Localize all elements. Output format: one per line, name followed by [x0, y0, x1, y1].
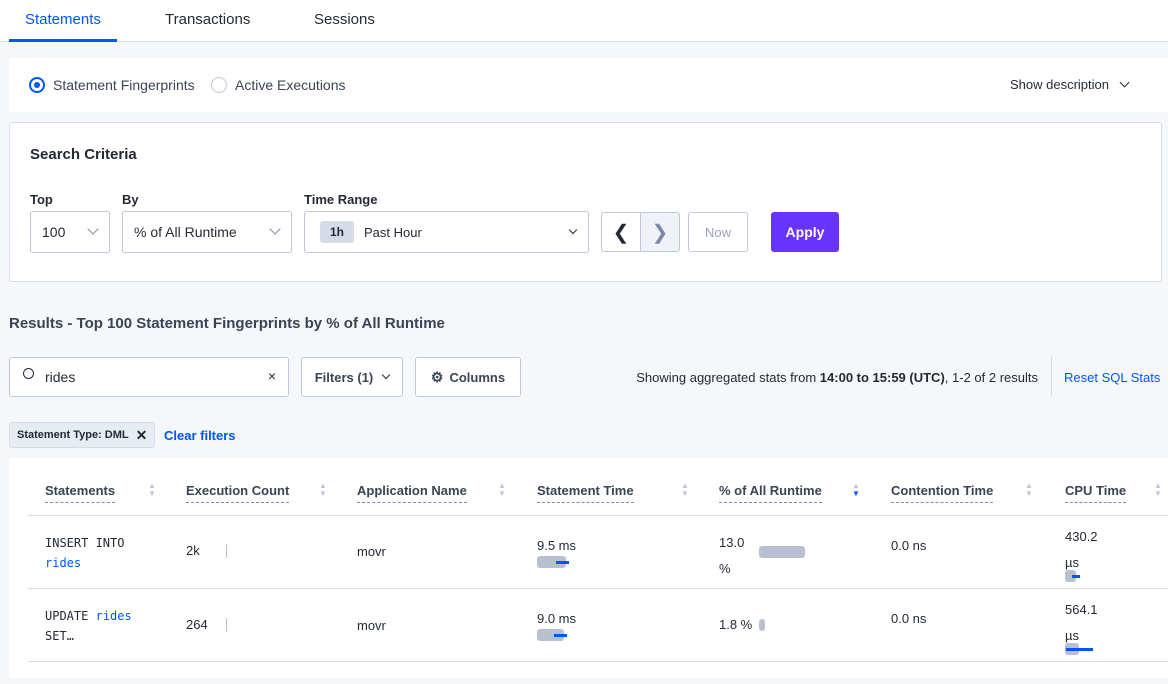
pct-runtime: 1.8 %: [719, 617, 753, 632]
cpu-dev-bar: [1072, 575, 1080, 578]
columns-label: Columns: [449, 369, 506, 385]
filters-button[interactable]: Filters (1): [301, 357, 403, 397]
chevron-down-icon: [1119, 77, 1130, 88]
chip-label: Statement Type: DML: [17, 429, 129, 441]
header-pct-runtime[interactable]: % of All Runtime: [719, 483, 822, 503]
sort-icon[interactable]: ▲ ▼: [1025, 481, 1033, 498]
chevron-down-icon: [568, 225, 578, 235]
sort-icon[interactable]: ▲ ▼: [498, 481, 506, 498]
previous-range-button[interactable]: ❮: [601, 212, 641, 252]
cpu-time: 430.2 µs: [1065, 529, 1098, 570]
exec-bar: [226, 544, 227, 558]
cpu-dev-bar: [1066, 648, 1093, 651]
statements-table: Statements ▲ ▼ Execution Count ▲ ▼ Applicati…: [9, 458, 1168, 678]
time-range-label: Time Range: [304, 192, 378, 207]
time-value: Past Hour: [364, 224, 422, 240]
chevron-left-icon: ❮: [612, 221, 630, 244]
execution-count: 264: [186, 617, 208, 632]
top-label: Top: [30, 192, 53, 207]
search-criteria-panel: Search Criteria Top 100 By % of All Runt…: [9, 122, 1162, 282]
tab-statements[interactable]: Statements: [25, 11, 101, 28]
results-title: Results - Top 100 Statement Fingerprints…: [9, 315, 445, 332]
next-range-button[interactable]: ❯: [640, 212, 680, 252]
execution-count: 2k: [186, 543, 200, 558]
clear-filters-link[interactable]: Clear filters: [164, 428, 236, 443]
exec-bar: [226, 618, 227, 632]
radio-statement-fingerprints[interactable]: Statement Fingerprints: [29, 77, 195, 93]
apply-button[interactable]: Apply: [771, 212, 839, 252]
app-name: movr: [357, 544, 386, 559]
now-button[interactable]: Now: [688, 212, 748, 252]
clear-search-icon[interactable]: ×: [267, 368, 276, 384]
time-bar: [537, 629, 564, 641]
sort-icon[interactable]: ▲ ▼: [319, 481, 327, 498]
by-label: By: [122, 192, 139, 207]
statement-text[interactable]: UPDATE rides SET…: [45, 609, 132, 643]
chevron-down-icon: [87, 223, 99, 235]
sort-icon[interactable]: ▲ ▼: [681, 481, 689, 498]
columns-button[interactable]: ⚙ Columns: [415, 357, 521, 397]
search-value: rides: [45, 369, 76, 385]
sort-desc-icon[interactable]: ▲ ▼: [852, 481, 860, 498]
header-statement-time[interactable]: Statement Time: [537, 483, 634, 503]
by-value: % of All Runtime: [134, 224, 237, 240]
search-icon: [23, 368, 34, 379]
active-tab-indicator: [9, 39, 117, 42]
search-input[interactable]: rides ×: [9, 357, 289, 397]
divider: [1051, 357, 1052, 397]
radio-active-executions[interactable]: Active Executions: [211, 77, 346, 93]
header-statements[interactable]: Statements: [45, 483, 116, 503]
divider: [28, 515, 1168, 516]
top-value: 100: [42, 224, 66, 240]
reset-sql-stats-link[interactable]: Reset SQL Stats: [1064, 370, 1161, 385]
stats-summary: Showing aggregated stats from 14:00 to 1…: [636, 370, 1038, 385]
filter-chip: Statement Type: DML ✕: [9, 422, 156, 448]
pct-runtime: 13.0%: [719, 535, 745, 576]
chevron-down-icon: [382, 370, 391, 380]
time-badge: 1h: [320, 221, 355, 243]
pct-bar: [759, 619, 766, 631]
divider: [28, 588, 1168, 589]
chevron-down-icon: [269, 223, 281, 235]
remove-filter-icon[interactable]: ✕: [135, 426, 148, 443]
radio-on-icon: [29, 77, 45, 93]
filters-label: Filters (1): [314, 369, 374, 385]
header-contention-time[interactable]: Contention Time: [891, 483, 994, 503]
time-dev-bar: [556, 561, 569, 564]
header-cpu-time[interactable]: CPU Time: [1065, 483, 1127, 503]
radio-off-icon: [211, 77, 227, 93]
header-application-name[interactable]: Application Name: [357, 483, 467, 503]
sort-icon[interactable]: ▲ ▼: [148, 481, 156, 498]
search-criteria-title: Search Criteria: [30, 146, 137, 163]
by-select[interactable]: % of All Runtime: [122, 211, 292, 253]
statement-time: 9.5 ms: [537, 538, 577, 553]
chevron-right-icon: ❯: [651, 221, 669, 244]
time-bar: [537, 556, 566, 568]
sort-icon[interactable]: ▲ ▼: [1154, 481, 1162, 498]
show-description-button[interactable]: Show description: [1010, 77, 1130, 92]
time-dev-bar: [554, 634, 567, 637]
gear-icon: ⚙: [430, 368, 444, 385]
statement-text[interactable]: INSERT INTO rides: [45, 536, 125, 570]
top-select[interactable]: 100: [30, 211, 110, 253]
view-selector: Statement Fingerprints Active Executions…: [9, 58, 1168, 112]
cpu-bar: [1065, 570, 1076, 582]
cpu-time: 564.1 µs: [1065, 602, 1098, 643]
tab-transactions[interactable]: Transactions: [165, 11, 251, 28]
pct-bar: [759, 546, 805, 558]
contention-time: 0.0 ns: [891, 538, 927, 553]
tab-bar: Statements Transactions Sessions: [0, 0, 1168, 42]
contention-time: 0.0 ns: [891, 611, 927, 626]
app-name: movr: [357, 618, 386, 633]
divider: [28, 661, 1168, 662]
time-range-select[interactable]: 1h Past Hour: [304, 211, 589, 253]
tab-sessions[interactable]: Sessions: [314, 11, 375, 28]
statement-time: 9.0 ms: [537, 611, 577, 626]
header-execution-count[interactable]: Execution Count: [186, 483, 290, 503]
